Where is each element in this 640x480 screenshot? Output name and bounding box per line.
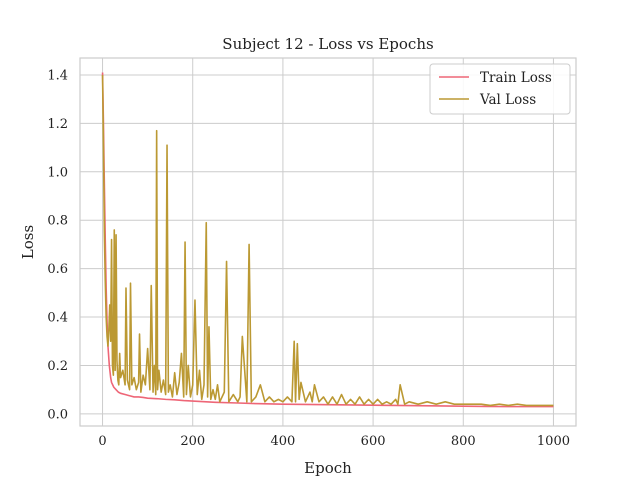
legend-label-train-loss: Train Loss (480, 70, 552, 86)
y-tick-labels: 0.0 0.2 0.4 0.6 0.8 1.0 1.2 1.4 (47, 68, 68, 422)
legend: Train Loss Val Loss (429, 63, 571, 115)
x-axis-label: Epoch (304, 459, 352, 477)
legend-label-val-loss: Val Loss (479, 92, 536, 108)
x-tick-label: 400 (270, 434, 295, 449)
y-tick-label: 1.2 (47, 117, 68, 132)
x-tick-label: 600 (361, 434, 386, 449)
series-layer (101, 72, 554, 408)
val-loss-line (101, 74, 554, 407)
plot-frame (79, 57, 577, 427)
y-tick-label: 0.0 (47, 407, 68, 422)
chart-title: Subject 12 - Loss vs Epochs (222, 35, 433, 53)
y-tick-label: 0.4 (47, 311, 68, 326)
y-tick-label: 0.2 (47, 359, 68, 374)
y-tick-label: 0.6 (47, 262, 68, 277)
x-tick-label: 800 (451, 434, 476, 449)
x-tick-label: 1000 (537, 434, 570, 449)
y-axis-label: Loss (19, 225, 37, 259)
x-tick-labels: 0 200 400 600 800 1000 (98, 434, 570, 449)
x-tick-label: 0 (98, 434, 106, 449)
y-tick-label: 1.4 (47, 68, 68, 83)
y-tick-label: 0.8 (47, 214, 68, 229)
x-tick-label: 200 (180, 434, 205, 449)
y-tick-label: 1.0 (47, 165, 68, 180)
train-loss-line (101, 72, 554, 408)
